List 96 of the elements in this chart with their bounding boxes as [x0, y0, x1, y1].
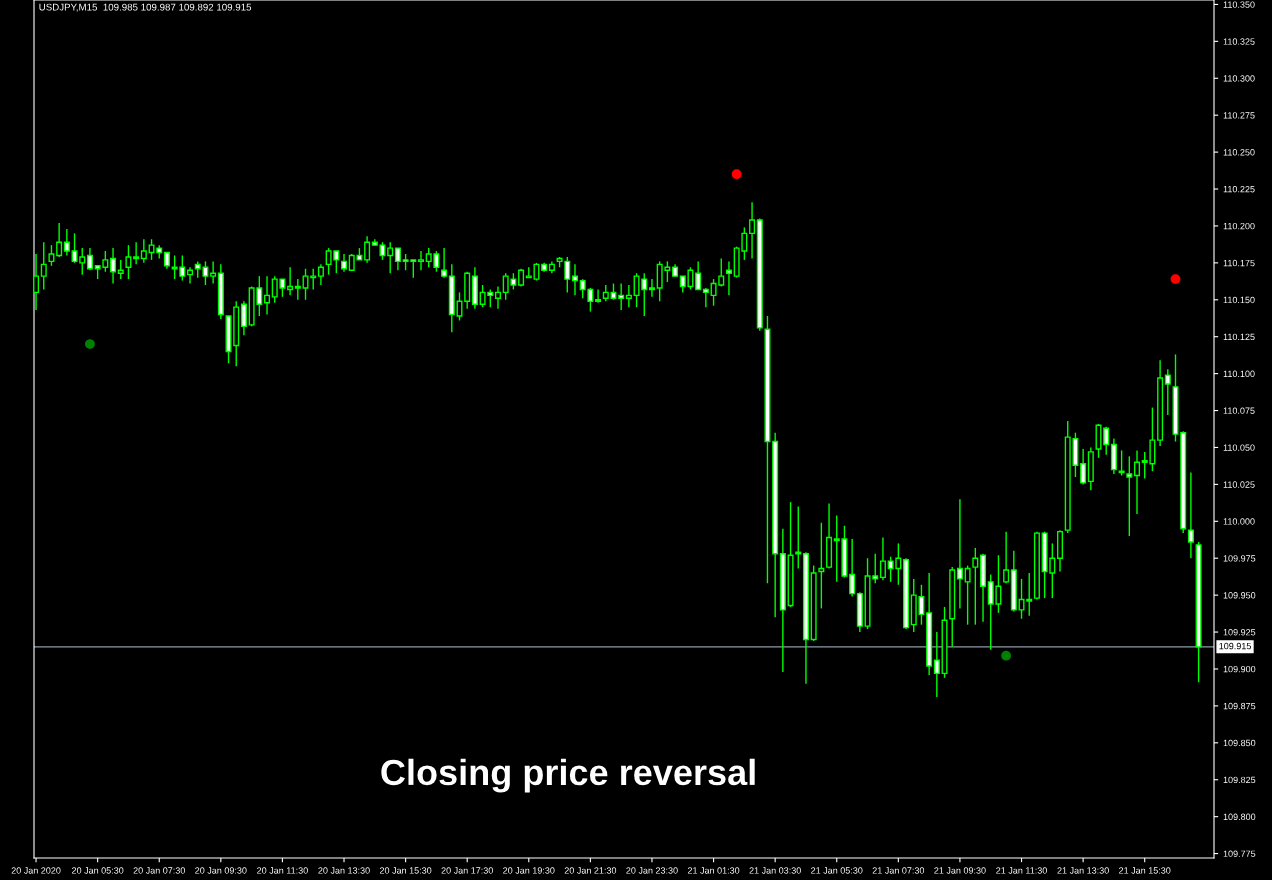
- candlestick: [394, 247, 401, 271]
- candlestick: [56, 222, 63, 258]
- y-tick-label: 109.950: [1223, 592, 1256, 599]
- x-tick-label: 20 Jan 17:30: [441, 867, 493, 874]
- candlestick: [1003, 530, 1010, 585]
- candlestick: [1134, 449, 1141, 515]
- y-tick-label: 110.300: [1223, 75, 1255, 82]
- y-tick-label: 109.975: [1223, 555, 1256, 562]
- candlestick: [695, 260, 702, 291]
- x-tick-label: 20 Jan 23:30: [626, 867, 678, 874]
- point: [731, 169, 742, 180]
- chart-title: USDJPY,M15 109.985 109.987 109.892 109.915: [39, 3, 252, 12]
- y-tick-label: 110.350: [1223, 1, 1255, 8]
- candlestick: [1118, 449, 1125, 477]
- y-tick-label: 109.775: [1223, 850, 1256, 857]
- x-tick-label: 20 Jan 05:30: [72, 867, 124, 874]
- candlestick: [140, 238, 147, 264]
- y-tick-label: 110.000: [1223, 518, 1255, 525]
- x-tick-label: 20 Jan 13:30: [318, 867, 370, 874]
- candlestick: [317, 263, 324, 286]
- y-tick-label: 110.175: [1223, 259, 1255, 267]
- x-tick-label: 21 Jan 11:30: [996, 867, 1047, 874]
- candlestick: [1187, 471, 1194, 559]
- x-tick-label: 20 Jan 21:30: [564, 867, 617, 874]
- candlestick: [1080, 448, 1087, 486]
- candlestick: [571, 263, 578, 297]
- point: [1001, 650, 1012, 661]
- candlestick: [702, 287, 709, 308]
- y-tick-label: 109.925: [1223, 629, 1256, 636]
- y-tick-label: 110.225: [1223, 185, 1255, 193]
- candlestick: [133, 241, 140, 266]
- x-tick-label: 21 Jan 09:30: [934, 867, 986, 874]
- y-tick-label: 110.125: [1223, 333, 1255, 341]
- annotation: Closing price reversal: [381, 758, 755, 793]
- candlestick: [264, 275, 271, 316]
- y-tick-label: 110.025: [1223, 481, 1255, 488]
- candlestick: [48, 244, 55, 267]
- candlestick: [494, 285, 501, 310]
- candlestick: [956, 498, 963, 610]
- y-tick-label: 109.900: [1223, 665, 1256, 673]
- candlestick: [117, 259, 124, 280]
- x-tick-label: 21 Jan 07:30: [872, 867, 925, 874]
- x-tick-label: 21 Jan 15:30: [1119, 867, 1171, 874]
- candlestick: [287, 266, 294, 297]
- x-tick-label: 20 Jan 09:30: [195, 867, 247, 874]
- candlestick: [933, 631, 940, 698]
- candlestick: [1164, 368, 1171, 416]
- x-tick-label: 20 Jan 11:30: [257, 867, 308, 874]
- y-tick-label: 110.250: [1223, 149, 1255, 156]
- candlestick: [86, 247, 93, 271]
- candlestick: [1126, 455, 1133, 537]
- candlestick: [294, 278, 301, 301]
- candlestick: [63, 228, 70, 257]
- candlestick: [618, 282, 625, 311]
- candlestick: [849, 538, 856, 598]
- y-tick-label: 110.200: [1223, 222, 1255, 230]
- candlestick: [879, 536, 886, 582]
- y-tick-label: 110.100: [1223, 370, 1255, 377]
- y-tick-label: 109.850: [1223, 739, 1256, 747]
- x-tick-label: 21 Jan 05:30: [811, 867, 863, 874]
- candlestick: [964, 564, 971, 626]
- point: [1170, 274, 1181, 285]
- x-tick-label: 21 Jan 01:30: [687, 867, 740, 874]
- ref-line-label: 109.915: [1219, 642, 1251, 650]
- candlestick: [34, 253, 40, 311]
- y-tick-label: 110.325: [1223, 38, 1255, 45]
- y-tick-label: 110.150: [1223, 296, 1255, 304]
- x-tick-label: 20 Jan 19:30: [503, 867, 555, 874]
- y-tick-label: 109.825: [1223, 776, 1256, 784]
- point: [85, 339, 95, 349]
- candlestick: [648, 278, 655, 298]
- candlestick: [210, 260, 217, 285]
- candlestick: [818, 522, 825, 610]
- candlestick: [187, 266, 194, 285]
- candlestick: [441, 247, 448, 279]
- candlestick: [749, 201, 756, 260]
- candlestick: [110, 247, 117, 285]
- y-tick-label: 110.050: [1223, 444, 1255, 451]
- candlestick: [595, 288, 602, 304]
- candlestick: [40, 241, 47, 291]
- candlestick: [240, 300, 247, 336]
- candlestick: [972, 547, 979, 626]
- x-tick-label: 21 Jan 03:30: [749, 867, 801, 874]
- candlestick: [725, 260, 732, 297]
- candlestick: [625, 284, 632, 308]
- y-tick-label: 110.075: [1223, 407, 1255, 414]
- y-tick-label: 110.275: [1223, 112, 1255, 119]
- candlestick: [417, 250, 425, 271]
- x-tick-label: 20 Jan 15:30: [379, 867, 432, 874]
- y-tick-label: 109.875: [1223, 702, 1256, 710]
- x-tick-label: 20 Jan 07:30: [133, 867, 185, 874]
- y-tick-label: 109.800: [1223, 813, 1256, 821]
- x-tick-label: 21 Jan 13:30: [1057, 867, 1109, 874]
- x-tick-label: 20 Jan 2020: [11, 867, 61, 874]
- candlestick: [125, 244, 132, 280]
- candlestick: [364, 235, 371, 264]
